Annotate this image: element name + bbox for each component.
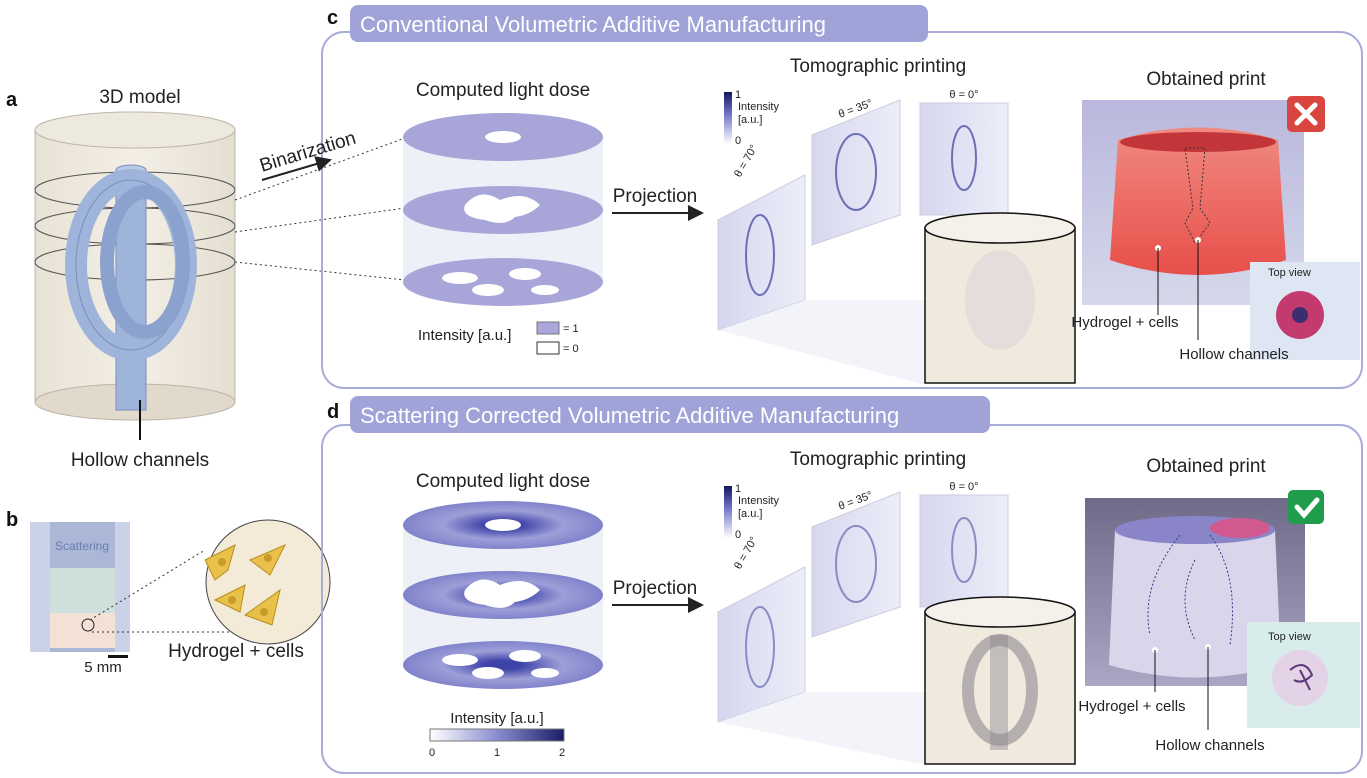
3d-model-cylinder	[34, 111, 236, 421]
colorbar: 1 Intensity [a.u.] 0	[724, 89, 779, 147]
print-volume	[924, 212, 1076, 384]
print-title: Obtained print	[1146, 456, 1266, 477]
tomo-title: Tomographic printing	[790, 449, 966, 470]
panel-a: a 3D model Hollow channels	[6, 87, 406, 471]
hydrogel-label: Hydrogel + cells	[1071, 314, 1178, 331]
cells-inset	[204, 519, 331, 645]
projection-panels	[717, 99, 1009, 385]
legend-title: Intensity [a.u.]	[450, 710, 543, 727]
angle-0: θ = 0°	[949, 89, 978, 101]
top-view-label: Top view	[1268, 631, 1311, 643]
tomo-title: Tomographic printing	[790, 56, 966, 77]
legend-tick: 1	[494, 747, 500, 759]
legend-one: = 1	[563, 323, 579, 335]
dose-slices	[403, 113, 603, 306]
legend-title: Intensity [a.u.]	[418, 327, 511, 344]
top-view-inset: Top view	[1247, 622, 1360, 728]
legend-tick: 0	[429, 747, 435, 759]
tube-photo: Scattering	[30, 522, 130, 652]
panel-d: d Scattering Corrected Volumetric Additi…	[321, 396, 1363, 774]
top-view-label: Top view	[1268, 267, 1311, 279]
check-icon	[1294, 497, 1320, 519]
angle-70: θ = 70°	[732, 143, 760, 180]
scale-bar-label: 5 mm	[84, 659, 122, 676]
panel-b: b Scattering 5 mm Hydrogel + cells	[6, 509, 331, 676]
hollow-channels-label: Hollow channels	[71, 450, 209, 471]
projection-label: Projection	[613, 186, 698, 207]
panel-c: c Conventional Volumetric Additive Manuf…	[257, 5, 1363, 389]
print-title: Obtained print	[1146, 69, 1266, 90]
binarization-label: Binarization	[257, 128, 358, 177]
legend-gradient	[429, 728, 565, 742]
angle-0: θ = 0°	[949, 481, 978, 493]
colorbar-unit: [a.u.]	[738, 114, 762, 126]
dose-title: Computed light dose	[416, 80, 590, 101]
panel-title: 3D model	[99, 87, 180, 108]
legend-zero: = 0	[563, 343, 579, 355]
hollow-label: Hollow channels	[1179, 346, 1288, 363]
hydrogel-cells-label: Hydrogel + cells	[168, 641, 304, 662]
tube-label: Scattering	[55, 539, 109, 553]
colorbar-min: 0	[735, 529, 741, 541]
legend-tick: 2	[559, 747, 565, 759]
colorbar-max: 1	[735, 483, 741, 495]
colorbar-min: 0	[735, 135, 741, 147]
panel-letter: c	[327, 7, 338, 29]
success-badge	[1288, 490, 1324, 524]
colorbar-unit: [a.u.]	[738, 508, 762, 520]
top-view-inset: Top view	[1250, 262, 1360, 360]
colorbar-title: Intensity	[738, 495, 779, 507]
panel-header	[350, 396, 990, 433]
colorbar: 1 Intensity [a.u.] 0	[724, 483, 779, 541]
panel-header-text: Scattering Corrected Volumetric Additive…	[360, 403, 899, 428]
print-photo	[1082, 100, 1304, 305]
panel-letter: a	[6, 89, 18, 111]
projection-panels	[717, 491, 1009, 765]
colorbar-max: 1	[735, 89, 741, 101]
panel-letter: d	[327, 401, 339, 423]
dose-title: Computed light dose	[416, 471, 590, 492]
hydrogel-label: Hydrogel + cells	[1078, 698, 1185, 715]
panel-header-text: Conventional Volumetric Additive Manufac…	[360, 12, 826, 37]
x-icon	[1294, 102, 1318, 126]
dose-slices	[403, 501, 603, 689]
panel-header	[350, 5, 928, 42]
projection-label: Projection	[613, 578, 698, 599]
hollow-label: Hollow channels	[1155, 737, 1264, 754]
colorbar-title: Intensity	[738, 101, 779, 113]
print-volume	[924, 596, 1076, 765]
panel-letter: b	[6, 509, 18, 531]
